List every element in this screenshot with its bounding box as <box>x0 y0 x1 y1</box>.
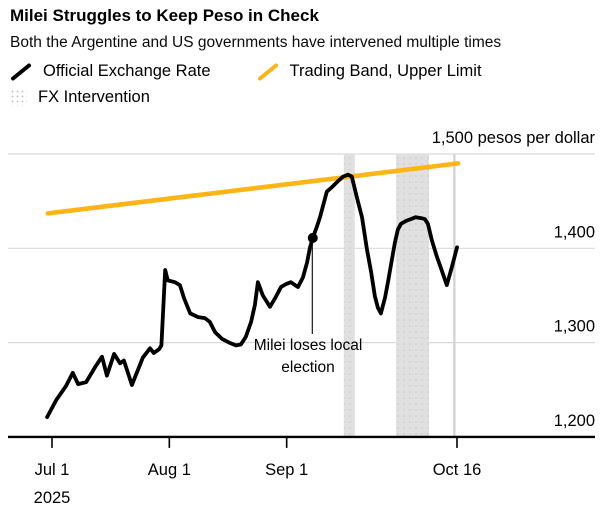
legend-label-fx-intervention: FX Intervention <box>38 88 150 106</box>
y-axis-unit-label: 1,500 pesos per dollar <box>432 129 596 147</box>
y-tick-label-1300: 1,300 <box>554 318 595 336</box>
swatch-stroke <box>11 63 31 80</box>
x-tick-label-Aug-1: Aug 1 <box>148 461 191 479</box>
legend-row: Official Exchange Rate Trading Band, Upp… <box>10 62 595 81</box>
x-tick-label-Sep-1: Sep 1 <box>265 461 308 479</box>
annotation-text-line1: Milei loses local <box>254 337 363 354</box>
yellow-line-swatch-icon <box>257 63 278 80</box>
chart-title: Milei Struggles to Keep Peso in Check <box>10 6 319 25</box>
swatch-stroke <box>257 63 278 80</box>
x-tick-label-Jul-1: Jul 1 <box>35 461 70 479</box>
x-tick-label-Oct-16: Oct 16 <box>433 461 482 479</box>
legend: Official Exchange Rate Trading Band, Upp… <box>10 62 595 107</box>
legend-item-official-exchange-rate: Official Exchange Rate <box>10 62 211 81</box>
black-line-swatch-icon <box>11 63 31 80</box>
annotation-text-line2: election <box>281 359 334 376</box>
legend-row: FX Intervention <box>10 88 595 107</box>
chart-header: Milei Struggles to Keep Peso in Check Bo… <box>10 6 595 114</box>
legend-label-official-exchange-rate: Official Exchange Rate <box>43 62 211 80</box>
trading-band-upper-limit-line <box>45 161 461 216</box>
official-exchange-rate-line <box>45 172 459 420</box>
x-tick-sublabel-year: 2025 <box>34 489 71 507</box>
y-tick-label-1400: 1,400 <box>554 223 595 241</box>
annotation-point-dot <box>307 232 318 243</box>
fx-intervention-band-2 <box>396 154 429 437</box>
gray-area-swatch-icon <box>10 89 27 106</box>
legend-label-trading-band: Trading Band, Upper Limit <box>289 62 482 80</box>
y-tick-label-1200: 1,200 <box>554 412 595 430</box>
legend-item-trading-band: Trading Band, Upper Limit <box>257 62 482 81</box>
fx-intervention-band-1 <box>343 154 355 437</box>
legend-item-fx-intervention: FX Intervention <box>10 88 150 107</box>
chart-subtitle: Both the Argentine and US governments ha… <box>10 34 502 51</box>
